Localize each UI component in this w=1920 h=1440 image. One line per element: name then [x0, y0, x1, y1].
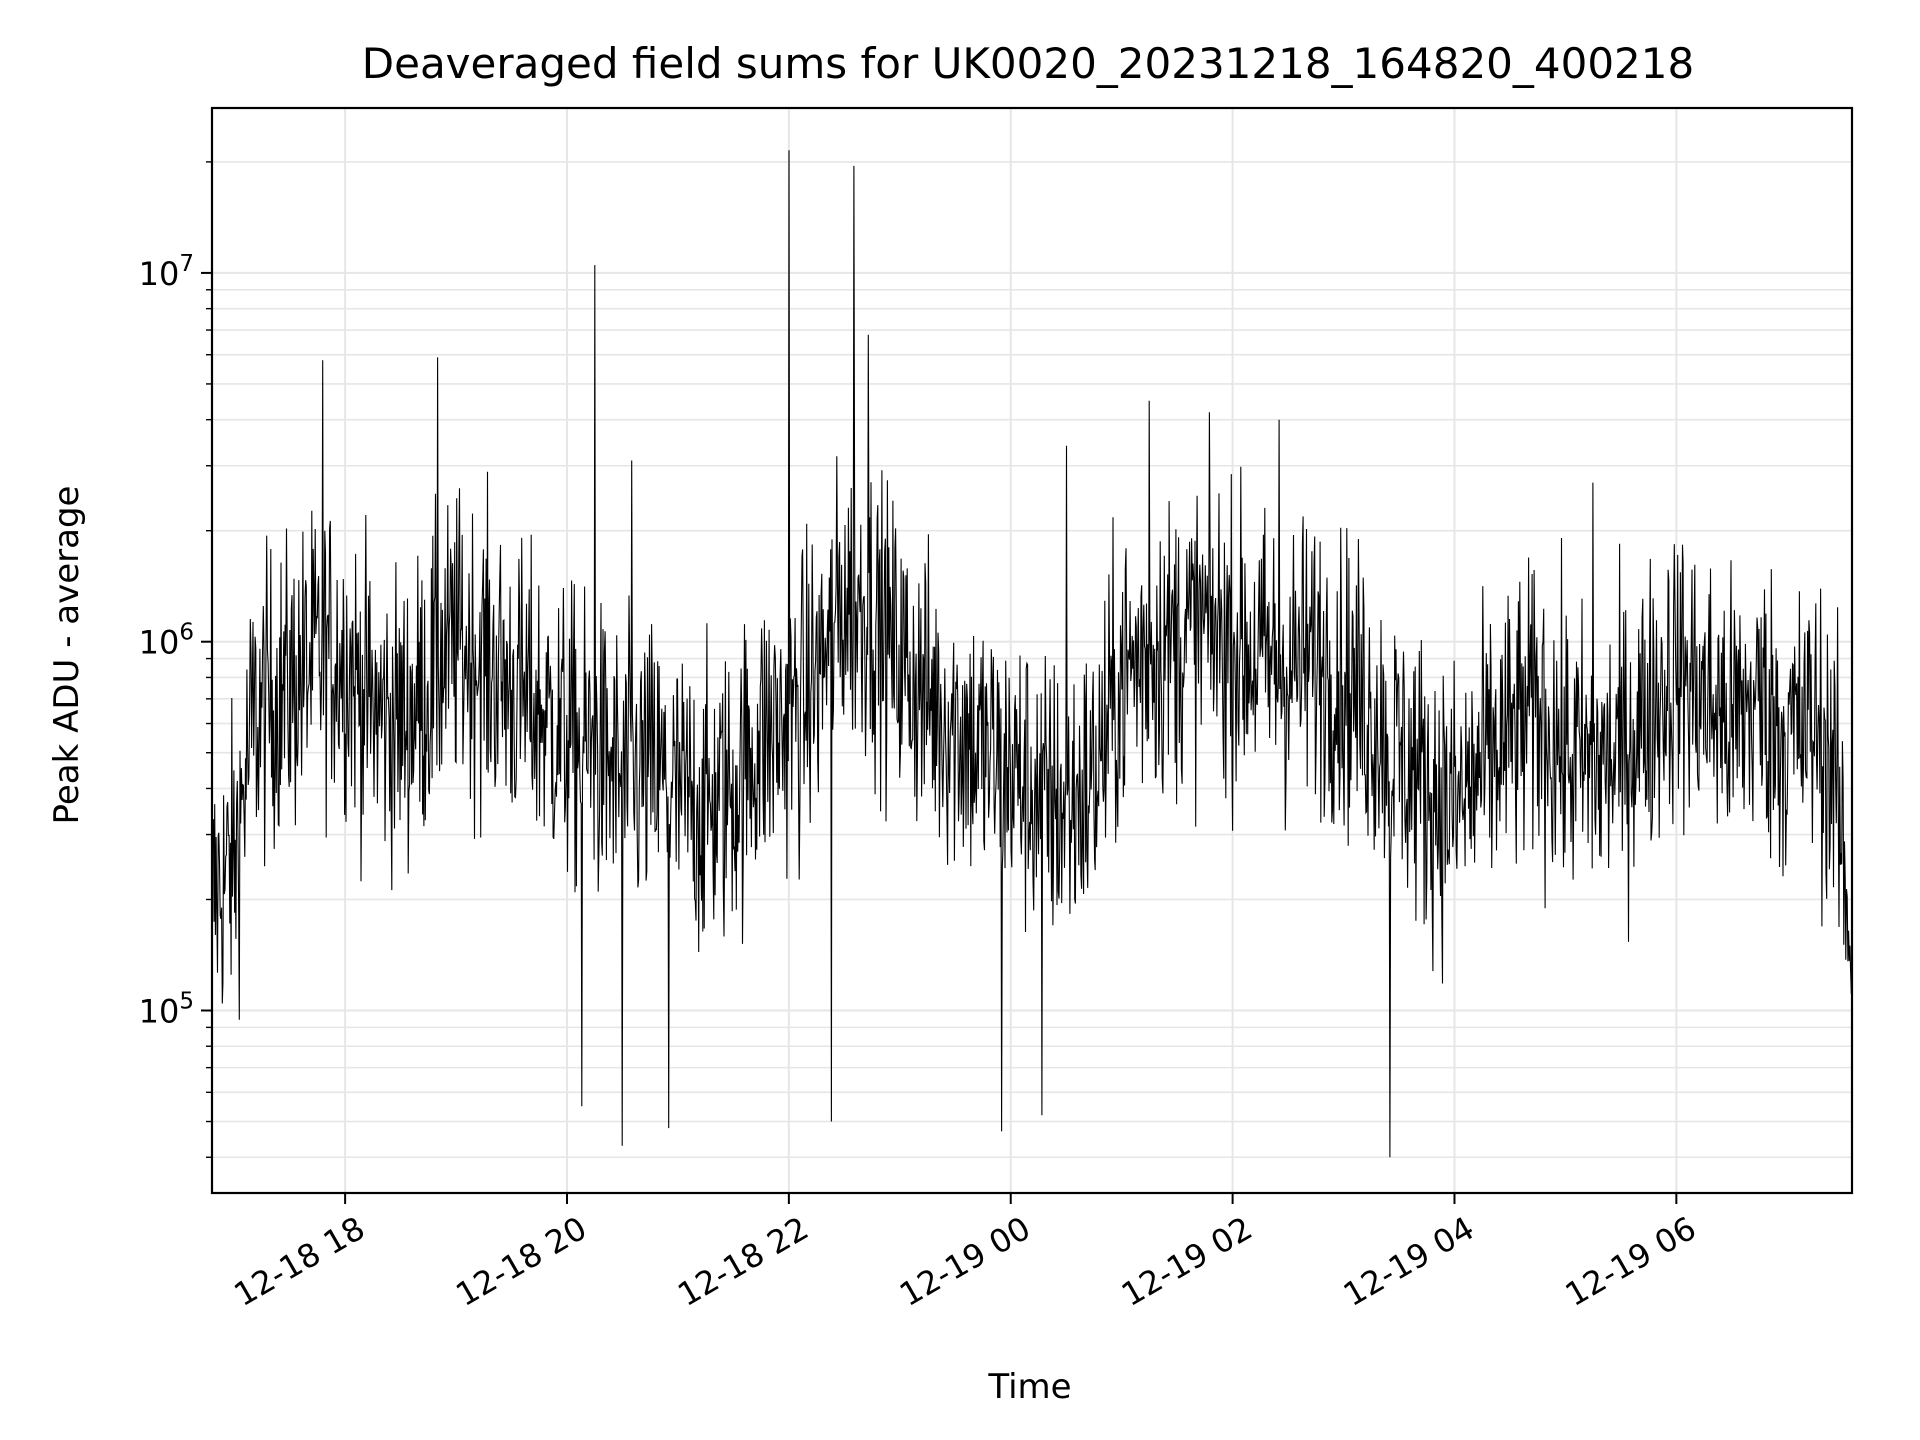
y-tick-label: 106 — [139, 620, 194, 662]
data-series-line — [211, 150, 1853, 1158]
plot-frame — [210, 106, 1854, 1195]
x-axis-label: Time — [987, 1367, 1071, 1407]
y-tick-label: 107 — [139, 251, 194, 293]
y-tick-label: 105 — [139, 989, 194, 1031]
y-axis-label: Peak ADU - average — [47, 486, 87, 825]
chart-title: Deaveraged field sums for UK0020_2023121… — [362, 39, 1694, 88]
